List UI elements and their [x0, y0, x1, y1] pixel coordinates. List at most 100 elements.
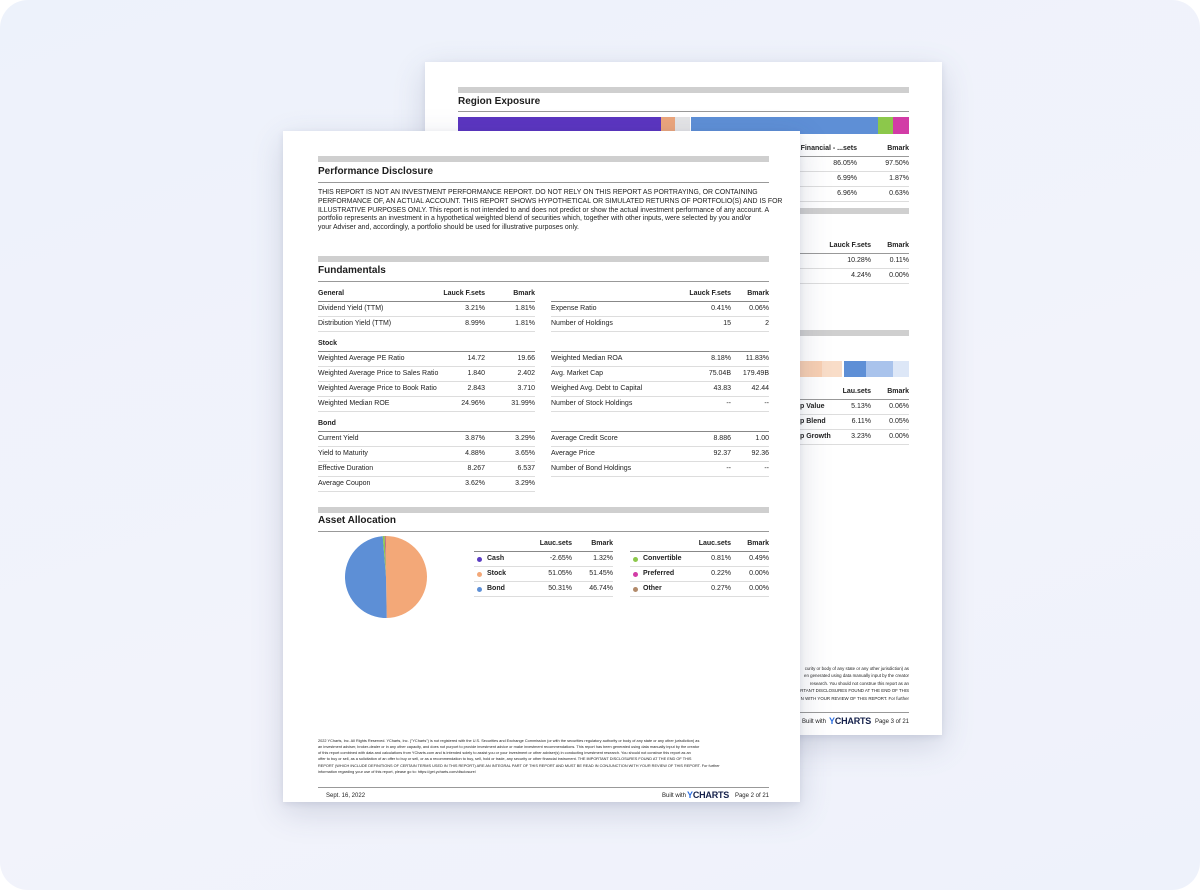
table-cell: 2.843 — [467, 385, 485, 393]
row-label: p Value — [800, 403, 825, 411]
table-cell: 86.05% — [833, 160, 857, 168]
row-label: Expense Ratio — [551, 305, 597, 313]
group-title: General — [318, 290, 345, 298]
row-line — [318, 366, 535, 367]
table-cell: -- — [764, 400, 769, 408]
section-title: Asset Allocation — [318, 514, 396, 526]
row-line — [318, 491, 535, 492]
region-bar-segment — [675, 117, 690, 134]
table-cell: 0.22% — [711, 570, 731, 578]
row-line — [551, 301, 769, 302]
row-line — [551, 351, 769, 352]
column-header: Bmark — [591, 540, 613, 548]
section-title: Fundamentals — [318, 264, 386, 276]
column-header: Bmark — [887, 242, 909, 250]
row-label: Distribution Yield (TTM) — [318, 320, 392, 328]
table-cell: -- — [726, 465, 731, 473]
row-label: Weighted Median ROA — [551, 355, 623, 363]
row-line — [551, 476, 769, 477]
table-cell: 6.11% — [851, 418, 871, 426]
row-label: Yield to Maturity — [318, 450, 368, 458]
disclaimer-line: N WITH YOUR REVIEW OF THIS REPORT. For f… — [800, 695, 909, 701]
table-cell: 0.00% — [749, 585, 769, 593]
table-cell: 1.32% — [593, 555, 613, 563]
row-line — [318, 461, 535, 462]
table-cell: 0.11% — [889, 257, 909, 265]
legend-label: Bond — [487, 585, 505, 593]
table-cell: 0.05% — [889, 418, 909, 426]
column-header: Lauc.sets — [698, 540, 731, 548]
pie-slice — [345, 536, 387, 618]
column-header: Lauc.sets — [539, 540, 572, 548]
column-header: Bmark — [747, 290, 769, 298]
table-cell: 1.81% — [515, 320, 535, 328]
row-label: Effective Duration — [318, 465, 374, 473]
table-cell: 0.00% — [889, 433, 909, 441]
column-header: Lauck F.sets — [443, 290, 485, 298]
row-line — [551, 431, 769, 432]
column-header: Bmark — [513, 290, 535, 298]
row-line — [551, 366, 769, 367]
row-line — [551, 411, 769, 412]
row-label: Average Price — [551, 450, 595, 458]
table-cell: 0.27% — [711, 585, 731, 593]
table-cell: 24.96% — [461, 400, 485, 408]
style-bar-segment — [866, 361, 893, 377]
table-cell: 97.50% — [885, 160, 909, 168]
table-cell: 50.31% — [548, 585, 572, 593]
asset-pie — [345, 536, 427, 618]
section-title: Region Exposure — [458, 95, 541, 107]
table-cell: 0.63% — [889, 190, 909, 198]
table-cell: 3.23% — [851, 433, 871, 441]
disclosure-line: portfolio represents an investment in a … — [318, 215, 752, 223]
table-cell: 5.13% — [851, 403, 871, 411]
row-line — [318, 301, 535, 302]
disclosure-line: ILLUSTRATIVE PURPOSES ONLY. This report … — [318, 206, 770, 214]
row-line — [551, 446, 769, 447]
table-cell: 0.06% — [749, 305, 769, 313]
table-cell: 15 — [723, 320, 731, 328]
table-cell: 0.00% — [749, 570, 769, 578]
table-cell: 3.29% — [515, 480, 535, 488]
row-line — [318, 411, 535, 412]
table-cell: 75.04B — [708, 370, 731, 378]
table-cell: 42.44 — [751, 385, 769, 393]
group-title: Bond — [318, 420, 336, 428]
legend-label: Stock — [487, 570, 507, 578]
pie-slice — [385, 536, 386, 577]
legend-dot — [477, 586, 482, 592]
table-cell: 4.88% — [465, 450, 485, 458]
table-cell: 0.81% — [711, 555, 731, 563]
row-label: Weighted Average Price to Book Ratio — [318, 385, 437, 393]
table-cell: 2 — [765, 320, 769, 328]
table-cell: 1.81% — [515, 305, 535, 313]
table-cell: 8.886 — [713, 435, 731, 443]
style-bar-segment — [893, 361, 909, 377]
disclaimer-line: 2022 YCharts, Inc. All Rights Reserved. … — [318, 738, 700, 743]
row-label: Current Yield — [318, 435, 359, 443]
disclaimer-line: curity or body of any state or any other… — [804, 665, 909, 671]
column-header: Lauck F.sets — [689, 290, 731, 298]
row-line — [551, 331, 769, 332]
row-label: Weighted Average PE Ratio — [318, 355, 405, 363]
row-line — [318, 351, 535, 352]
column-header: Bmark — [887, 388, 909, 396]
table-cell: -- — [764, 465, 769, 473]
table-cell: 8.99% — [465, 320, 485, 328]
row-label: Avg. Market Cap — [551, 370, 604, 378]
table-cell: 6.96% — [837, 190, 857, 198]
table-cell: 10.28% — [847, 257, 871, 265]
disclaimer-line: an investment adviser, broker-dealer or … — [318, 745, 700, 750]
row-label: Weighed Avg. Debt to Capital — [551, 385, 643, 393]
table-cell: 2.402 — [517, 370, 535, 378]
row-line — [551, 381, 769, 382]
legend-label: Cash — [487, 555, 505, 563]
legend-dot — [633, 556, 638, 562]
row-line — [318, 331, 535, 332]
disclaimer-line: information regarding your use of this r… — [318, 769, 476, 774]
column-header: Bmark — [887, 145, 909, 153]
row-line — [318, 431, 535, 432]
table-cell: 43.83 — [713, 385, 731, 393]
disclaimer-line: of this report combined with data and ca… — [318, 751, 691, 756]
